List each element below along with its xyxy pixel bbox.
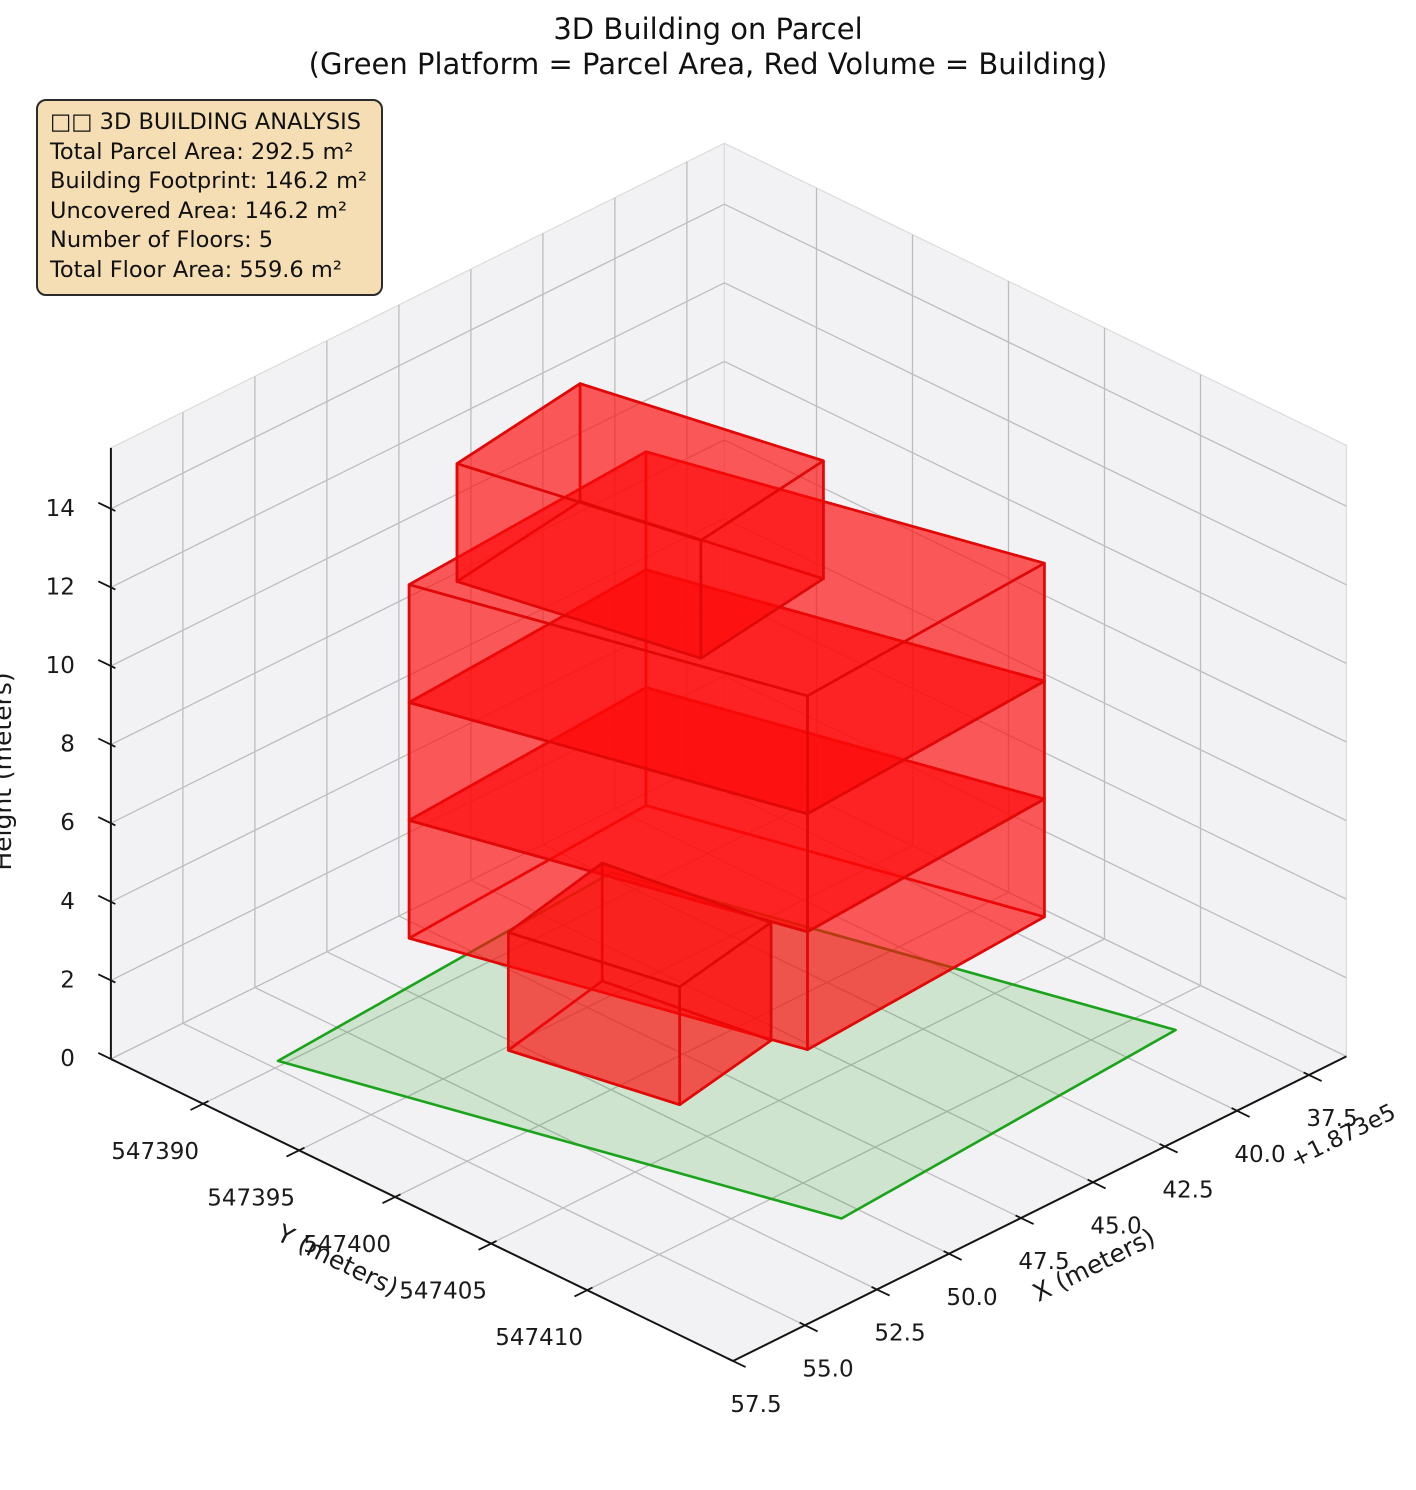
tick-x (799, 1321, 818, 1333)
grid-y-floor (490, 938, 1105, 1245)
plot-title-block: 3D Building on Parcel (Green Platform = … (0, 12, 1416, 82)
building-floor-5-face (699, 459, 825, 660)
grid-z-left (110, 282, 725, 588)
info-box-header: □□ 3D BUILDING ANALYSIS (50, 109, 362, 135)
grid-z-right (724, 282, 1347, 586)
tick-label-x: 52.5 (874, 1321, 925, 1347)
tick-label-x: 55.0 (802, 1356, 853, 1382)
tick-label-y: 547390 (111, 1139, 199, 1165)
tick-label-x: 50.0 (946, 1285, 997, 1311)
building-floor-4-face (806, 561, 1046, 816)
grid-z-left (110, 518, 725, 824)
info-line-uncovered: Uncovered Area: 146.2 m² (50, 197, 348, 224)
axis-y-title: Y (meters) (272, 1218, 403, 1302)
tick-label-z: 10 (46, 653, 75, 679)
tick-z (97, 973, 116, 984)
tick-x (1231, 1107, 1250, 1118)
tick-x (943, 1250, 962, 1261)
grid-z-left (110, 675, 725, 981)
building-floor-4 (407, 450, 1046, 816)
tick-x (1303, 1071, 1322, 1082)
parcel-platform (276, 871, 1177, 1220)
grid-x-floor (182, 1022, 806, 1326)
grid-z-left (110, 596, 725, 903)
axis-z-title: Height (meters) (0, 672, 17, 870)
building-floor-2 (407, 686, 1046, 1051)
grid-z-right (724, 439, 1347, 743)
tick-label-x: 47.5 (1018, 1249, 1069, 1275)
grid-z-right (724, 360, 1347, 664)
grid-x-floor (254, 986, 878, 1291)
grid-x-floor (326, 951, 950, 1255)
tick-z (97, 816, 116, 827)
tick-z (97, 737, 116, 748)
tick-label-x: 45.0 (1090, 1213, 1141, 1239)
tick-label-z: 12 (46, 574, 75, 600)
tick-z (97, 894, 116, 905)
plot-subtitle: (Green Platform = Parcel Area, Red Volum… (308, 47, 1108, 81)
tick-z (97, 580, 116, 591)
grid-z-right (724, 203, 1347, 507)
tick-y (574, 1286, 593, 1298)
grid-y-floor (586, 985, 1201, 1291)
tick-label-z: 6 (60, 810, 75, 836)
tick-label-x: 40.0 (1234, 1142, 1285, 1168)
tick-label-x: 42.5 (1162, 1178, 1213, 1204)
info-line-footprint: Building Footprint: 146.2 m² (50, 168, 368, 194)
grid-z-left (110, 439, 725, 746)
building-floor-5 (455, 382, 825, 660)
tick-label-y: 547395 (207, 1185, 295, 1211)
tick-label-z: 2 (60, 967, 75, 993)
tick-label-z: 8 (60, 732, 75, 758)
tick-y (190, 1100, 209, 1111)
tick-y (286, 1146, 305, 1158)
info-line-parcel-area: Total Parcel Area: 292.5 m² (50, 138, 354, 165)
grid-y-floor (394, 891, 1009, 1198)
tick-y (382, 1193, 401, 1205)
info-line-floor-area: Total Floor Area: 559.6 m² (50, 256, 342, 283)
grid-x-floor (470, 879, 1094, 1183)
axis-y-line (110, 1058, 734, 1362)
axis-x-line (732, 1055, 1347, 1362)
tick-x (727, 1357, 746, 1368)
grid-x-floor (542, 843, 1166, 1148)
info-line-floors: Number of Floors: 5 (50, 227, 274, 253)
grid-x-floor (686, 772, 1310, 1076)
grid-y-floor (298, 845, 913, 1151)
plot-title: 3D Building on Parcel (553, 12, 863, 46)
tick-label-y: 547410 (495, 1325, 583, 1351)
analysis-info-box: □□ 3D BUILDING ANALYSIS Total Parcel Are… (36, 99, 384, 296)
tick-label-z: 14 (46, 496, 75, 522)
grid-z-right (724, 675, 1347, 979)
grid-z-right (724, 518, 1347, 822)
tick-label-y: 547405 (399, 1279, 487, 1305)
tick-z (97, 501, 116, 512)
tick-label-z: 4 (60, 889, 75, 915)
building-floor-3 (407, 568, 1046, 934)
tick-x (1015, 1214, 1034, 1225)
tick-label-z: 0 (60, 1046, 75, 1072)
tick-x (871, 1286, 890, 1297)
grid-z-left (110, 753, 725, 1060)
tick-label-y: 547400 (303, 1232, 391, 1258)
grid-z-left (110, 203, 725, 510)
tick-z (97, 659, 116, 670)
tick-z (97, 1052, 116, 1063)
building-floor-1-face (678, 921, 773, 1106)
tick-y (478, 1240, 497, 1251)
tick-x (1087, 1178, 1106, 1190)
tick-label-x: 57.5 (730, 1392, 781, 1418)
grid-x-floor (398, 915, 1022, 1219)
building-floor-1 (506, 861, 773, 1106)
tick-label-x: 37.5 (1306, 1106, 1357, 1132)
grid-y-floor (202, 798, 817, 1105)
grid-z-right (724, 753, 1347, 1057)
tick-x (1159, 1143, 1178, 1154)
grid-z-left (110, 360, 725, 667)
grid-z-right (724, 596, 1347, 900)
